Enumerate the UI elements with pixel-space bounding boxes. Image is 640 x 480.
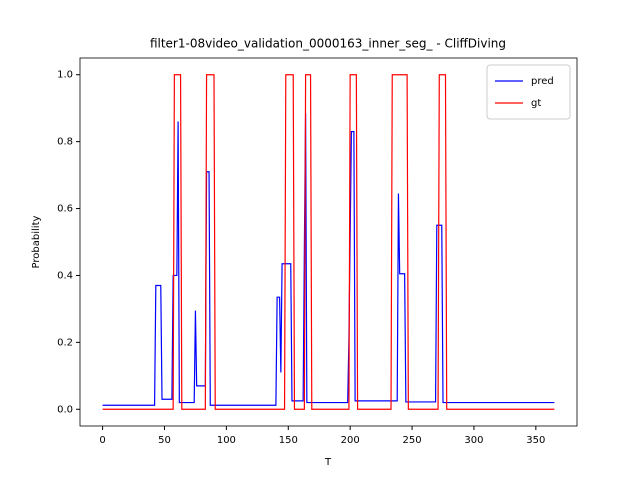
y-tick-label: 1.0 [57,70,73,81]
x-tick-label: 150 [279,435,298,446]
y-tick-label: 0.4 [57,270,73,281]
y-axis-label: Probability [31,215,42,268]
y-tick-label: 0.2 [57,337,73,348]
y-tick-label: 0.0 [57,404,73,415]
y-tick-label: 0.8 [57,137,73,148]
x-tick-label: 350 [526,435,545,446]
x-tick-label: 100 [217,435,236,446]
line-series [102,113,555,406]
x-axis-label: T [324,457,332,468]
line-series [102,74,555,410]
x-tick-label: 200 [341,435,360,446]
x-tick-label: 0 [99,435,105,446]
x-tick-label: 250 [403,435,422,446]
x-tick-label: 50 [158,435,171,446]
y-tick-label: 0.6 [57,204,73,215]
chart-title: filter1-08video_validation_0000163_inner… [150,37,506,51]
plot-frame [79,57,578,427]
legend-label: gt [531,98,541,109]
legend-label: pred [531,76,554,87]
x-tick-label: 300 [464,435,483,446]
legend-box [486,64,571,120]
